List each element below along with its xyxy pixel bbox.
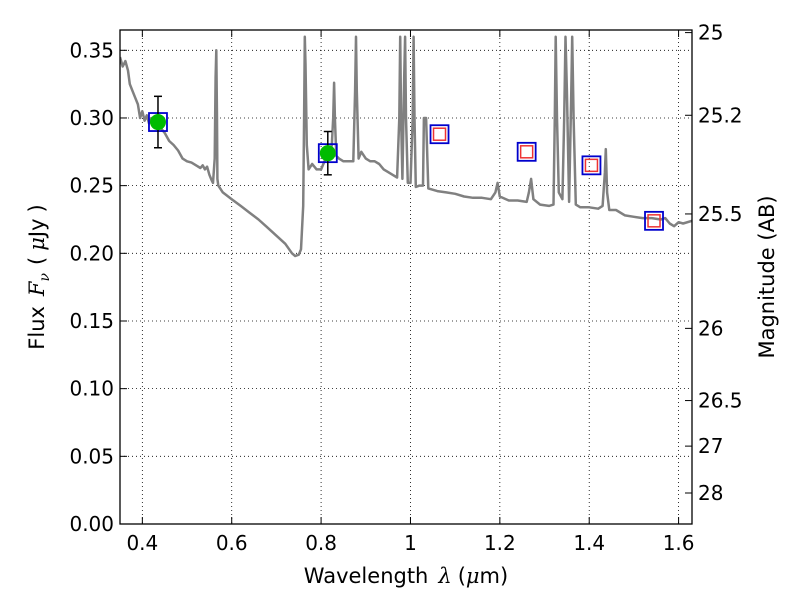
y2-tick-label: 25 xyxy=(698,21,723,45)
y-tick-label: 0.10 xyxy=(69,377,114,401)
x-axis-label: Wavelength λ (μm) xyxy=(304,564,508,588)
y2-tick-label: 28 xyxy=(698,481,723,505)
y-tick-label: 0.35 xyxy=(69,38,114,62)
predicted-square xyxy=(432,127,447,141)
y-tick-label: 0.30 xyxy=(69,106,114,130)
x-axis-label-unit-mu: μ xyxy=(466,564,480,588)
model-photometry-square xyxy=(581,155,602,176)
ticks: 0.4 0.6 0.8 1 1.2 1.4 1.6 0.00 0.05 0.10 0.15 0.20 0… xyxy=(69,21,742,555)
predicted-square xyxy=(647,214,661,228)
model-photometry-square xyxy=(516,141,537,162)
y-tick-label: 0.00 xyxy=(69,512,114,536)
y-axis-label-prefix: Flux xyxy=(25,306,49,350)
y-tick-label: 0.15 xyxy=(69,309,114,333)
x-axis-label-prefix: Wavelength xyxy=(304,564,429,588)
y2-tick-label: 25.2 xyxy=(698,103,743,127)
y2-tick-label: 26.5 xyxy=(698,389,743,413)
x-axis-label-unit-rest: m) xyxy=(480,564,509,588)
x-tick-label: 1.6 xyxy=(663,531,695,555)
x-axis-label-unit-open: ( xyxy=(458,564,466,588)
y2-tick-label: 26 xyxy=(698,316,723,340)
y-axis-label-unit-rest: Jy xyxy=(25,218,49,239)
x-tick-label: 1 xyxy=(404,531,417,555)
plot-frame xyxy=(119,29,693,525)
x-axis-label-symbol: λ xyxy=(437,564,451,588)
model-photometry-square xyxy=(644,210,664,231)
observed-point xyxy=(149,114,166,131)
predicted-square xyxy=(519,145,534,159)
y-axis-label-symbol: F xyxy=(25,280,49,297)
predicted-square xyxy=(584,158,599,173)
y-axis-label-unit-open: ( xyxy=(25,257,49,265)
y-axis-label-unit-mu: μ xyxy=(25,237,49,251)
observed-point xyxy=(319,145,336,162)
x-tick-label: 1.4 xyxy=(573,531,605,555)
markers-layer xyxy=(148,95,664,231)
y-tick-label: 0.05 xyxy=(69,444,114,468)
y2-axis-label: Magnitude (AB) xyxy=(755,195,779,358)
spectrum-layer xyxy=(120,35,692,258)
y-axis-label: Flux Fν ( μJy) xyxy=(25,204,53,349)
x-tick-label: 0.4 xyxy=(126,531,158,555)
axes-box xyxy=(119,29,693,525)
y-tick-label: 0.20 xyxy=(69,241,114,265)
y2-tick-label: 27 xyxy=(698,434,723,458)
y-tick-label: 0.25 xyxy=(69,174,114,198)
model-spectrum-line xyxy=(120,35,692,258)
x-tick-label: 1.2 xyxy=(484,531,516,555)
x-tick-label: 0.6 xyxy=(216,531,248,555)
model-photometry-square xyxy=(429,124,450,145)
y-axis-label-subscript: ν xyxy=(37,272,53,281)
y2-tick-label: 25.5 xyxy=(698,202,743,226)
y-axis-label-unit-close: ) xyxy=(25,204,49,212)
x-tick-label: 0.8 xyxy=(305,531,337,555)
